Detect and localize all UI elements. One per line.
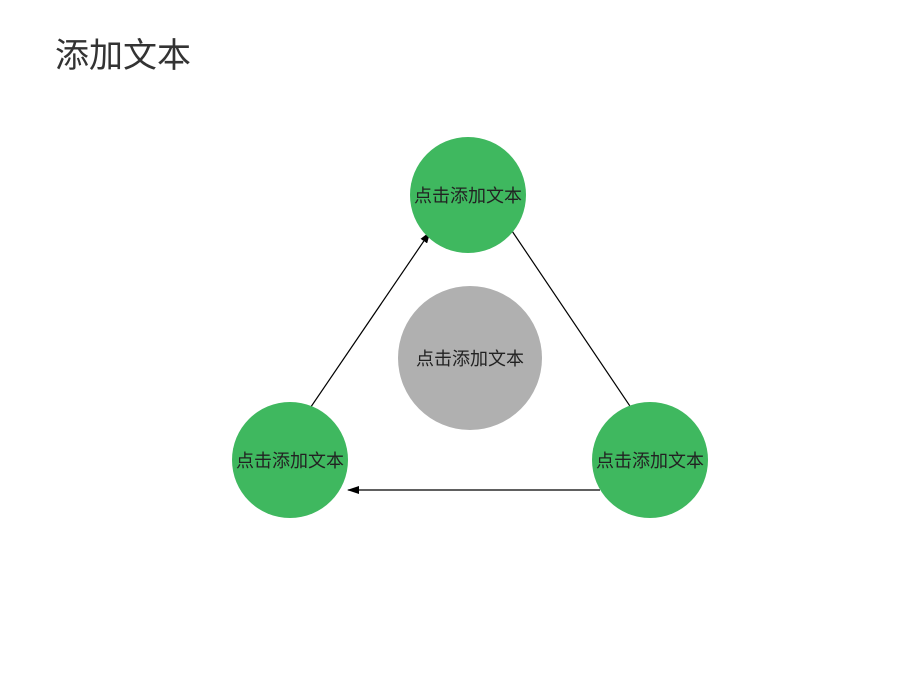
node-bottom-left[interactable]: 点击添加文本: [232, 402, 348, 518]
node-top[interactable]: 点击添加文本: [410, 137, 526, 253]
node-bottom-left-label: 点击添加文本: [236, 447, 344, 473]
node-center-label: 点击添加文本: [416, 345, 524, 371]
node-bottom-right-label: 点击添加文本: [596, 447, 704, 473]
node-center[interactable]: 点击添加文本: [398, 286, 542, 430]
node-bottom-right[interactable]: 点击添加文本: [592, 402, 708, 518]
page-title: 添加文本: [55, 28, 191, 77]
node-top-label: 点击添加文本: [414, 182, 522, 208]
